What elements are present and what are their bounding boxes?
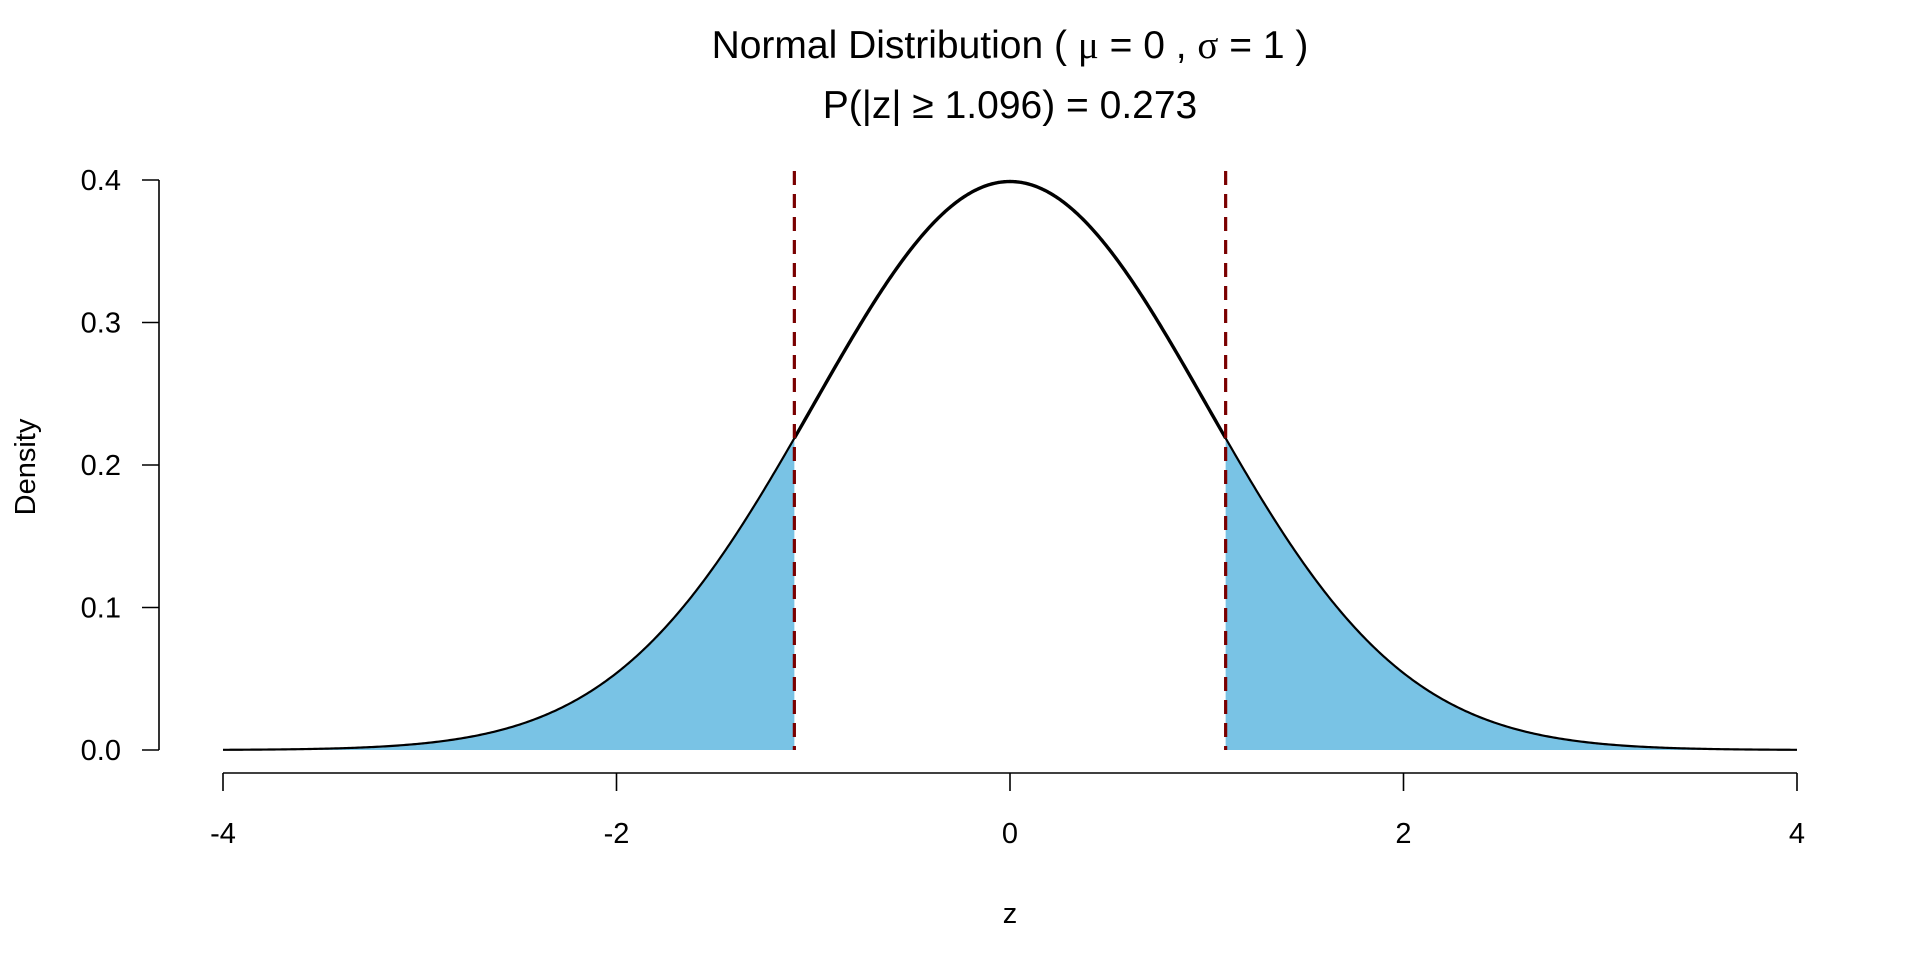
chart-subtitle: P(|z| ≥ 1.096) = 0.273 bbox=[823, 84, 1197, 127]
density-curve-layer bbox=[222, 179, 1798, 751]
right-tail-area bbox=[1225, 438, 1797, 750]
x-tick-label: 2 bbox=[1395, 818, 1411, 850]
sigma-symbol: σ bbox=[1197, 24, 1218, 67]
y-tick-label: 0.0 bbox=[81, 735, 121, 767]
y-axis-label: Density bbox=[10, 418, 42, 515]
x-tick-label: 4 bbox=[1789, 818, 1805, 850]
mu-symbol: μ bbox=[1078, 24, 1099, 67]
x-tick-label: 0 bbox=[1002, 818, 1018, 850]
title-sigma-value: = 1 ) bbox=[1218, 24, 1308, 67]
shaded-tails bbox=[223, 438, 1797, 750]
y-tick-label: 0.3 bbox=[81, 308, 121, 340]
y-axis: 0.0 0.1 0.2 0.3 0.4 bbox=[81, 165, 160, 767]
x-tick-label: -2 bbox=[604, 818, 630, 850]
density-curve-left bbox=[222, 437, 796, 751]
x-tick-label: -4 bbox=[210, 818, 236, 850]
x-axis-label: z bbox=[1003, 898, 1018, 930]
density-curve-center bbox=[792, 179, 1228, 440]
critical-value-lines bbox=[792, 171, 1228, 750]
y-tick-label: 0.1 bbox=[81, 593, 121, 625]
title-mu-value: = 0 , bbox=[1099, 24, 1198, 67]
y-tick-label: 0.4 bbox=[81, 165, 121, 197]
y-tick-label: 0.2 bbox=[81, 450, 121, 482]
chart-title: Normal Distribution ( μ = 0 , σ = 1 ) bbox=[712, 24, 1309, 67]
x-axis: -4 -2 0 2 4 bbox=[210, 772, 1805, 850]
left-tail-area bbox=[223, 438, 795, 750]
title-prefix: Normal Distribution ( bbox=[712, 24, 1078, 67]
density-curve-right bbox=[1224, 437, 1798, 751]
